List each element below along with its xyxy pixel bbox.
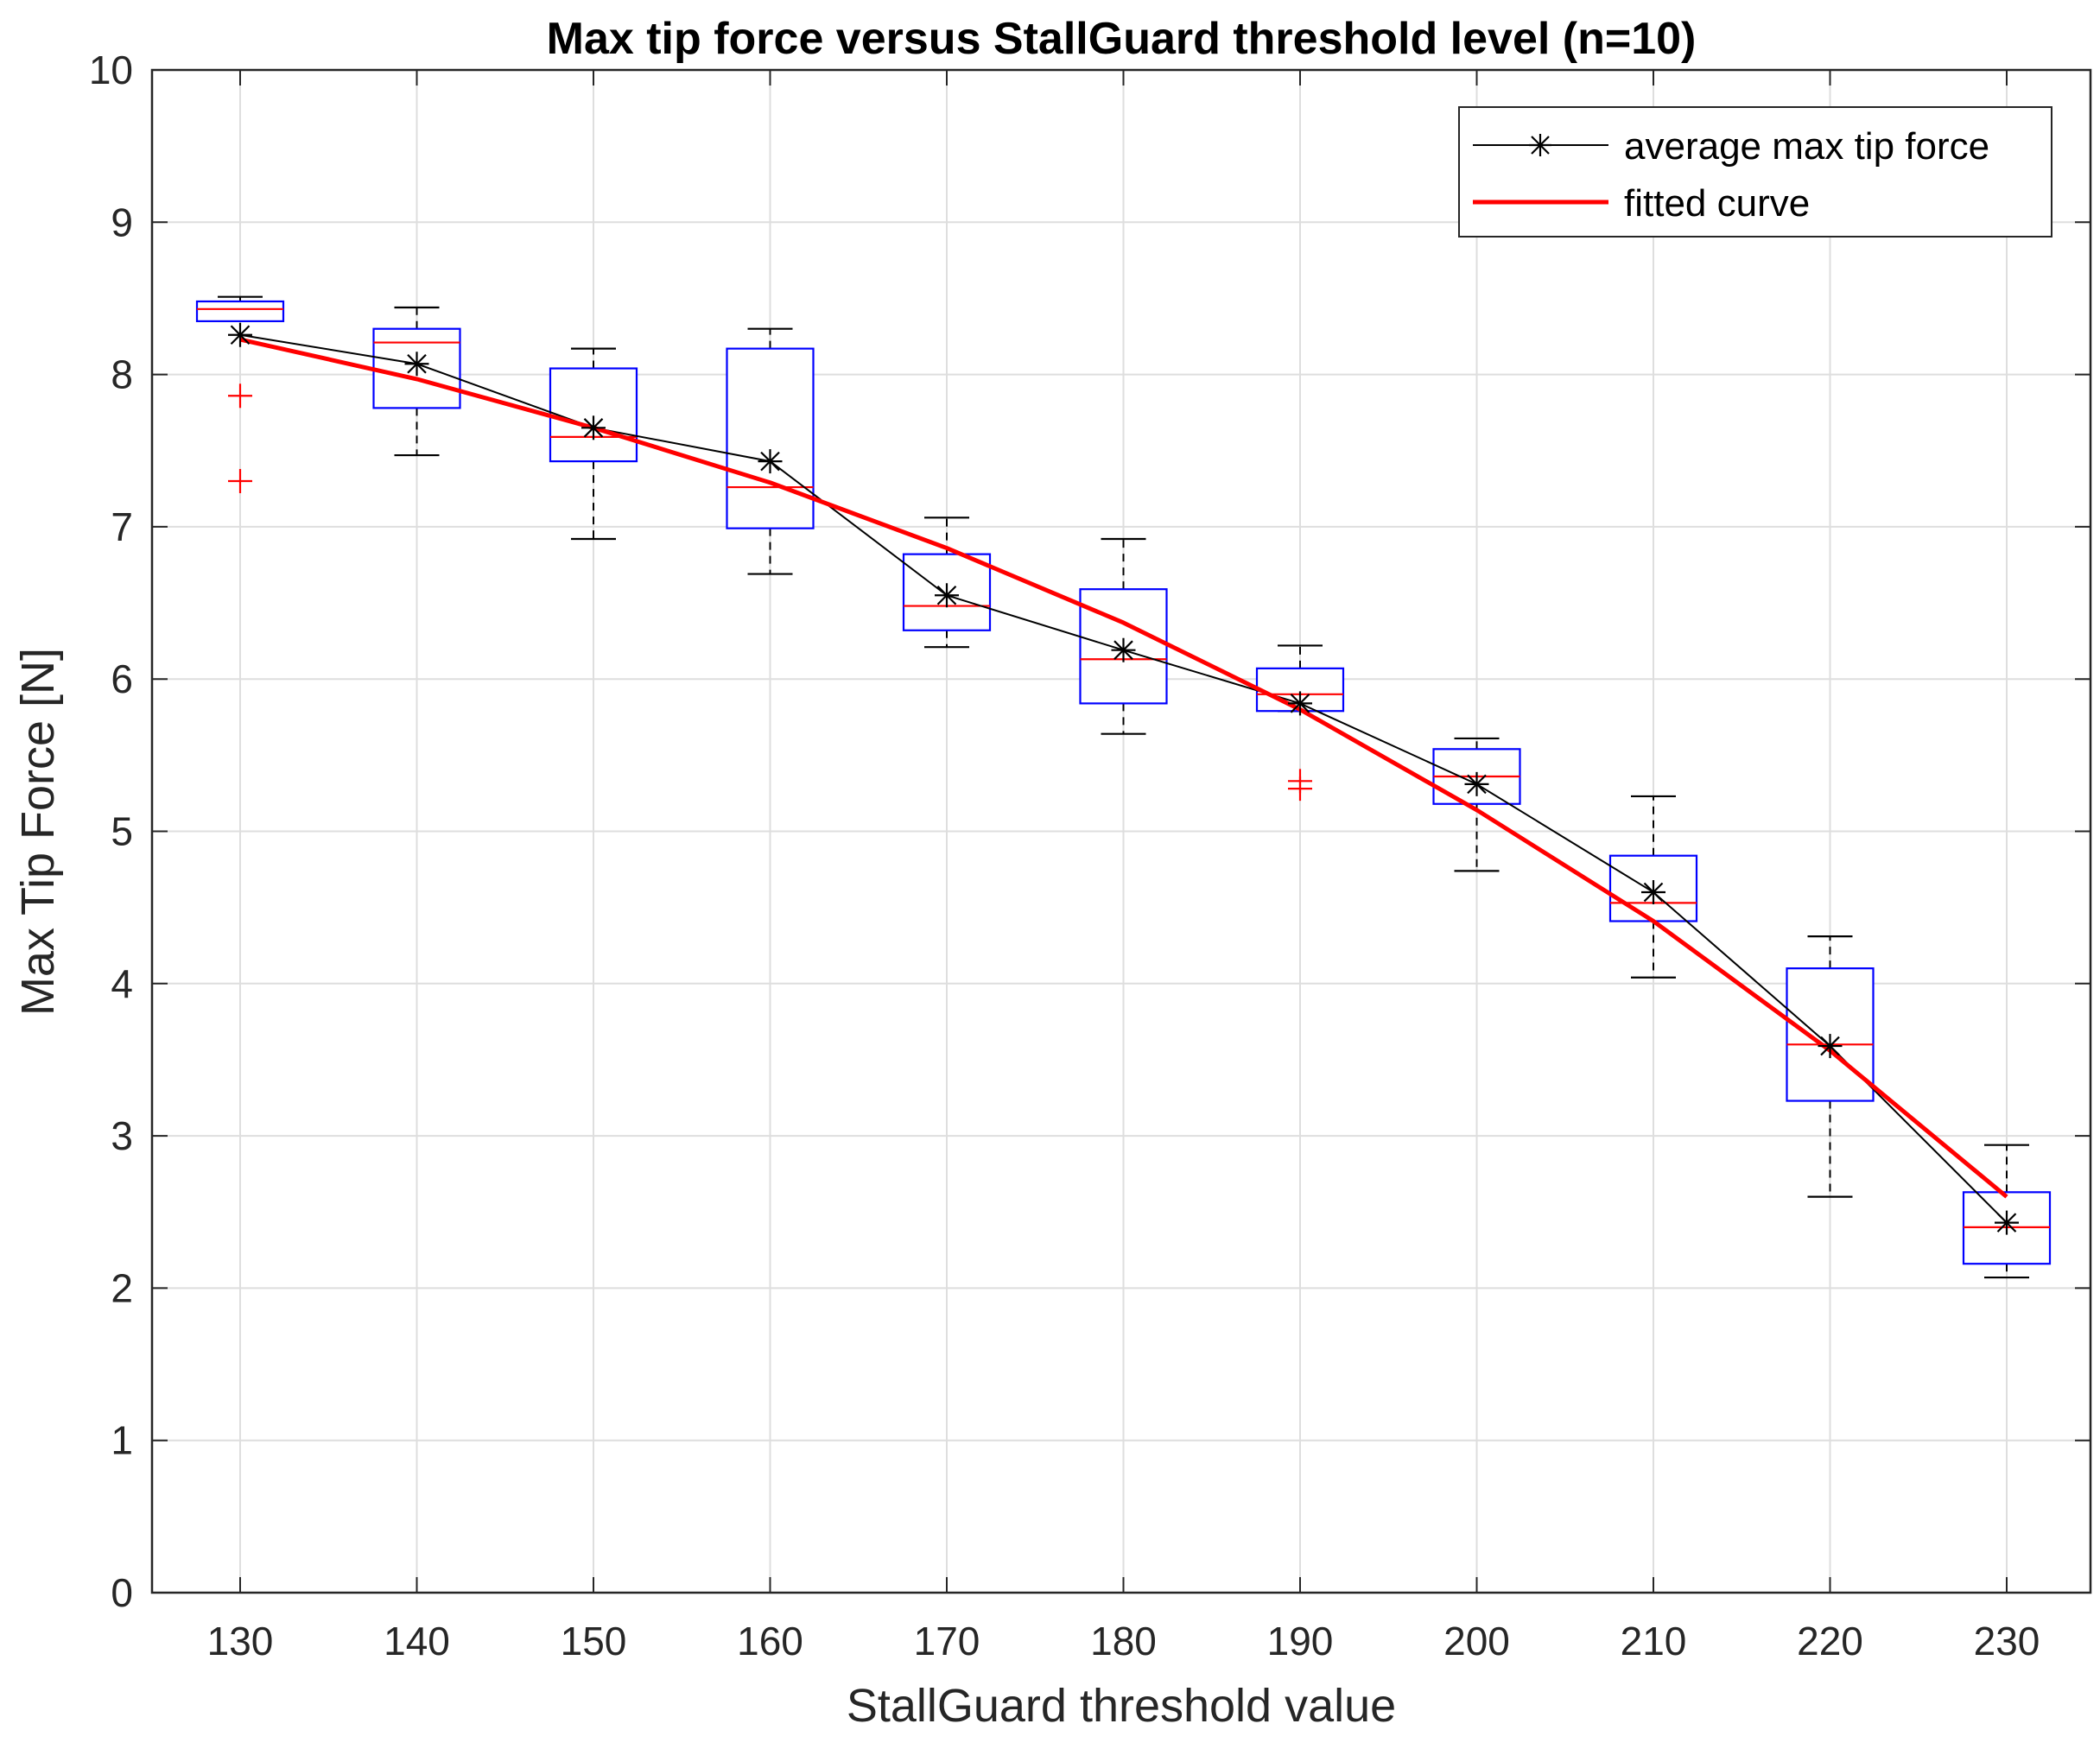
- y-tick-label: 1: [111, 1418, 133, 1463]
- average-point-220: [1818, 1034, 1843, 1059]
- average-point-160: [758, 449, 783, 474]
- x-axis-label: StallGuard threshold value: [847, 1680, 1396, 1732]
- legend-box: [1458, 106, 2052, 238]
- x-tick-label: 220: [1797, 1619, 1863, 1663]
- y-tick-label: 7: [111, 504, 133, 549]
- average-point-190: [1288, 691, 1312, 716]
- average-point-140: [404, 352, 429, 377]
- legend: average max tip force fitted curve: [1458, 106, 2052, 238]
- fitted-curve-line: [239, 337, 2008, 1199]
- x-tick-label: 170: [914, 1619, 980, 1663]
- box-plot-160: [726, 327, 815, 575]
- box-iqr: [549, 367, 638, 463]
- box-iqr: [195, 300, 285, 322]
- y-axis-label: Max Tip Force [N]: [12, 648, 64, 1016]
- y-tick-label: 4: [111, 961, 133, 1006]
- average-point-130: [228, 322, 252, 347]
- x-tick-label: 230: [1974, 1619, 2040, 1663]
- y-tick-label: 9: [111, 200, 133, 244]
- y-tick-label: 3: [111, 1113, 133, 1158]
- y-tick-label: 10: [89, 48, 133, 92]
- x-tick-label: 190: [1267, 1619, 1334, 1663]
- y-tick-label: 6: [111, 656, 133, 701]
- x-tick-label: 160: [737, 1619, 803, 1663]
- average-point-170: [935, 583, 959, 608]
- x-tick-label: 200: [1443, 1619, 1510, 1663]
- outlier-marker: [228, 469, 252, 494]
- average-point-150: [581, 415, 606, 440]
- x-tick-label: 180: [1090, 1619, 1157, 1663]
- x-tick-label: 210: [1621, 1619, 1687, 1663]
- x-tick-label: 140: [384, 1619, 450, 1663]
- legend-average-marker: [1529, 134, 1551, 156]
- legend-average-label: average max tip force: [1624, 125, 1989, 168]
- y-tick-label: 0: [111, 1570, 133, 1615]
- outlier-marker: [228, 383, 252, 409]
- chart-title: Max tip force versus StallGuard threshol…: [547, 14, 1697, 64]
- x-tick-label: 150: [561, 1619, 627, 1663]
- y-tick-label: 5: [111, 809, 133, 854]
- x-tick-label: 130: [207, 1619, 274, 1663]
- box-plot-150: [549, 347, 638, 541]
- box-iqr: [726, 347, 815, 529]
- average-point-230: [1995, 1210, 2019, 1235]
- y-tick-label: 8: [111, 352, 133, 397]
- average-point-180: [1111, 637, 1136, 662]
- box-plot-130: [195, 295, 285, 494]
- y-tick-label: 2: [111, 1265, 133, 1310]
- outlier-marker: [1288, 776, 1312, 802]
- average-point-200: [1464, 771, 1489, 796]
- legend-fit-label: fitted curve: [1624, 182, 1810, 225]
- average-point-210: [1641, 880, 1665, 905]
- axes: 0 1 2 3 4 5 6 7 8 9 10 130 140 150 160 170 180 190 200 210 2…: [89, 48, 2090, 1663]
- series: [228, 322, 2019, 1235]
